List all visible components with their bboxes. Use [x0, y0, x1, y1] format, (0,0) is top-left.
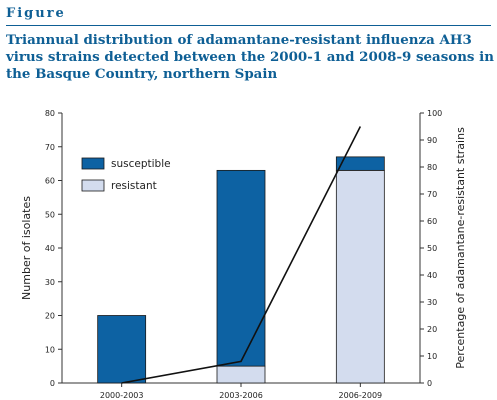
- resistance-percentage-line: [121, 126, 362, 384]
- legend-swatch-resistant: [81, 179, 105, 192]
- y2-tick-label: 100: [427, 109, 442, 118]
- chart-title: Triannual distribution of adamantane-res…: [6, 32, 494, 82]
- y-tick-label: 80: [45, 109, 55, 118]
- y-tick-label: 60: [45, 177, 55, 186]
- y2-tick-label: 0: [427, 379, 432, 388]
- y-tick-label: 0: [50, 379, 55, 388]
- bar-susceptible: [97, 315, 147, 384]
- legend-label-resistant: resistant: [111, 180, 157, 192]
- y2-tick-label: 70: [427, 190, 437, 199]
- y2-tick-label: 30: [427, 298, 437, 307]
- y-tick-label: 30: [45, 278, 55, 287]
- bar-susceptible: [335, 156, 385, 171]
- y-tick-label: 40: [45, 244, 55, 253]
- legend-label-susceptible: susceptible: [111, 158, 171, 170]
- figure-label: Figure: [6, 6, 66, 21]
- y2-tick-label: 90: [427, 136, 437, 145]
- y2-tick-label: 40: [427, 271, 437, 280]
- x-tick-label: 2006-2009: [339, 391, 383, 400]
- bar-resistant: [335, 169, 385, 384]
- y-tick-label: 50: [45, 210, 55, 219]
- y2-tick-label: 10: [427, 352, 437, 361]
- y-axis-label: Number of isolates: [20, 196, 33, 300]
- y2-tick-label: 60: [427, 217, 437, 226]
- y-tick-label: 70: [45, 143, 55, 152]
- bar-susceptible: [216, 169, 266, 367]
- header-divider: [6, 25, 491, 26]
- y-tick-label: 10: [45, 345, 55, 354]
- bar-resistant: [216, 365, 266, 384]
- y2-axis-label: Percentage of adamantane-resistant strai…: [454, 127, 467, 369]
- y2-tick-label: 50: [427, 244, 437, 253]
- y2-tick-label: 80: [427, 163, 437, 172]
- legend-swatch-susceptible: [81, 157, 105, 170]
- x-tick-label: 2000-2003: [100, 391, 144, 400]
- y2-tick-label: 20: [427, 325, 437, 334]
- y-tick-label: 20: [45, 312, 55, 321]
- x-tick-label: 2003-2006: [219, 391, 263, 400]
